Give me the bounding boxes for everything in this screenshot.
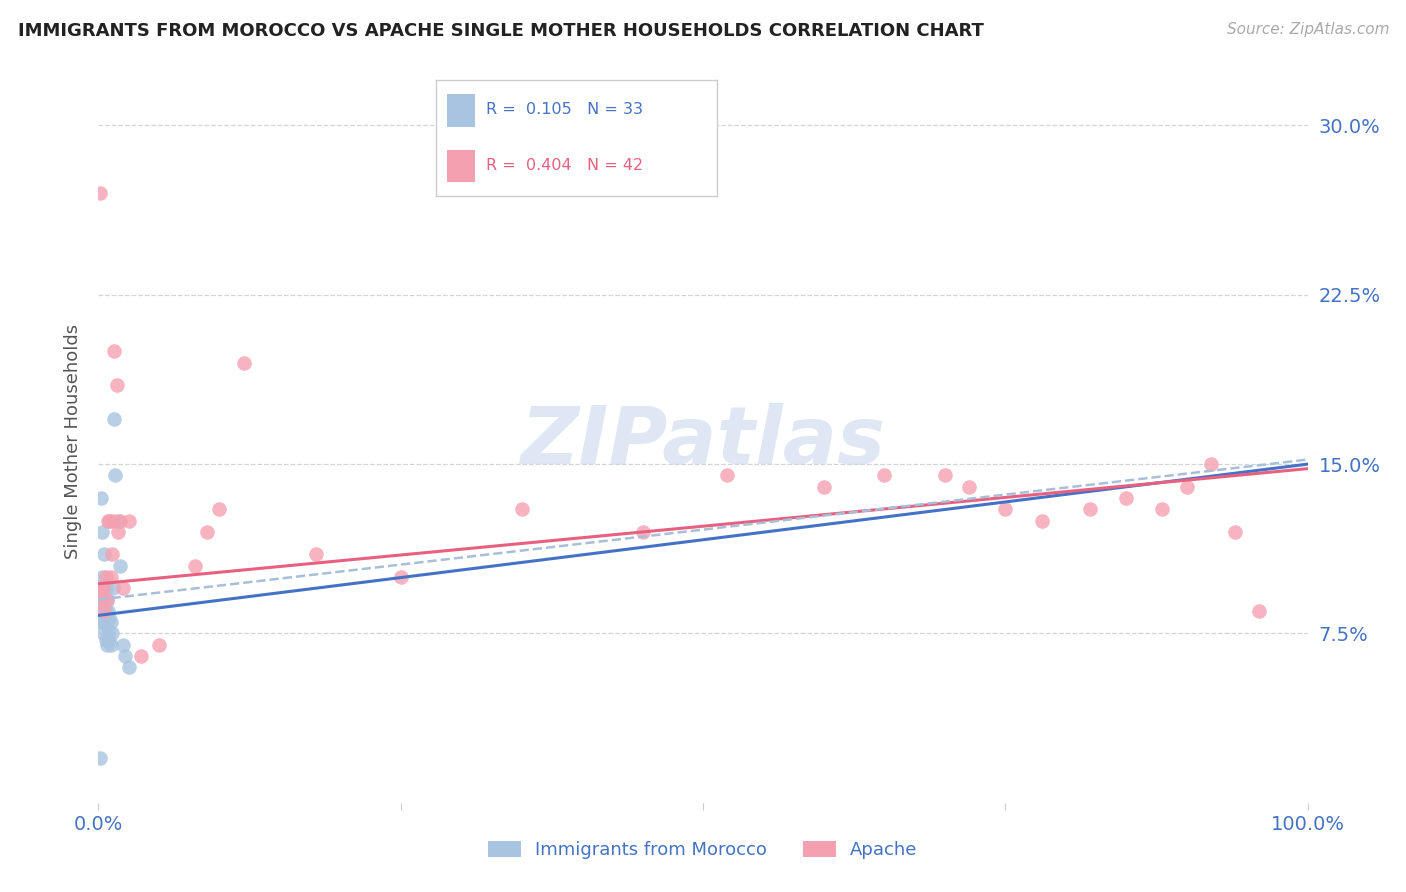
Text: R =  0.404   N = 42: R = 0.404 N = 42 <box>486 158 644 173</box>
Point <box>100 548 122 562</box>
Point <box>97 514 120 528</box>
FancyBboxPatch shape <box>447 150 475 182</box>
Point <box>389 570 412 584</box>
Point <box>510 502 533 516</box>
Point <box>93 548 115 562</box>
Point <box>93 615 115 630</box>
Point <box>93 604 115 618</box>
Point <box>91 582 114 596</box>
Point <box>91 626 114 640</box>
Point <box>184 558 207 573</box>
Point <box>96 638 118 652</box>
Point <box>111 582 134 596</box>
Point <box>957 480 980 494</box>
Point <box>97 604 120 618</box>
Point <box>90 592 112 607</box>
Point <box>104 468 127 483</box>
Point <box>813 480 835 494</box>
Point <box>934 468 956 483</box>
Point <box>91 604 114 618</box>
Point <box>94 582 117 596</box>
Point <box>107 524 129 539</box>
Point <box>91 570 114 584</box>
Point <box>108 558 131 573</box>
Point <box>148 638 170 652</box>
Point <box>114 648 136 663</box>
Point <box>94 604 117 618</box>
Point <box>1115 491 1137 505</box>
Point <box>1175 480 1198 494</box>
Point <box>91 524 114 539</box>
Point <box>873 468 896 483</box>
Point <box>1152 502 1174 516</box>
Point <box>103 344 125 359</box>
Point <box>90 582 112 596</box>
Y-axis label: Single Mother Households: Single Mother Households <box>65 324 83 559</box>
Point <box>1223 524 1246 539</box>
Point <box>195 524 218 539</box>
Text: R =  0.105   N = 33: R = 0.105 N = 33 <box>486 103 644 118</box>
Text: ZIPatlas: ZIPatlas <box>520 402 886 481</box>
Point <box>1199 457 1222 471</box>
Point <box>208 502 231 516</box>
Point <box>100 570 122 584</box>
Point <box>631 524 654 539</box>
Point <box>118 660 141 674</box>
Point <box>305 548 328 562</box>
Text: IMMIGRANTS FROM MOROCCO VS APACHE SINGLE MOTHER HOUSEHOLDS CORRELATION CHART: IMMIGRANTS FROM MOROCCO VS APACHE SINGLE… <box>18 22 984 40</box>
Point <box>129 648 152 663</box>
Point <box>1031 514 1053 528</box>
Point <box>232 355 254 369</box>
Point <box>90 491 112 505</box>
Point <box>118 514 141 528</box>
Point <box>89 186 111 201</box>
Point <box>100 638 122 652</box>
Point <box>107 514 129 528</box>
Point <box>103 412 125 426</box>
Point <box>100 615 122 630</box>
Point <box>96 615 118 630</box>
Point <box>101 514 124 528</box>
Text: Source: ZipAtlas.com: Source: ZipAtlas.com <box>1226 22 1389 37</box>
Point <box>108 514 131 528</box>
Point <box>98 633 121 648</box>
Point <box>94 633 117 648</box>
Point <box>111 638 134 652</box>
Point <box>94 570 117 584</box>
Point <box>91 592 114 607</box>
Point <box>98 610 121 624</box>
Legend: Immigrants from Morocco, Apache: Immigrants from Morocco, Apache <box>481 833 925 866</box>
Point <box>97 626 120 640</box>
Point <box>91 592 114 607</box>
Point <box>93 582 115 596</box>
Point <box>105 378 128 392</box>
FancyBboxPatch shape <box>447 95 475 127</box>
Point <box>100 626 122 640</box>
Point <box>716 468 738 483</box>
Point <box>98 514 121 528</box>
Point <box>91 615 114 630</box>
Point <box>994 502 1017 516</box>
Point <box>1078 502 1101 516</box>
Point <box>96 592 118 607</box>
Point <box>89 750 111 764</box>
Point <box>96 592 118 607</box>
Point <box>1249 604 1271 618</box>
Point <box>101 582 124 596</box>
